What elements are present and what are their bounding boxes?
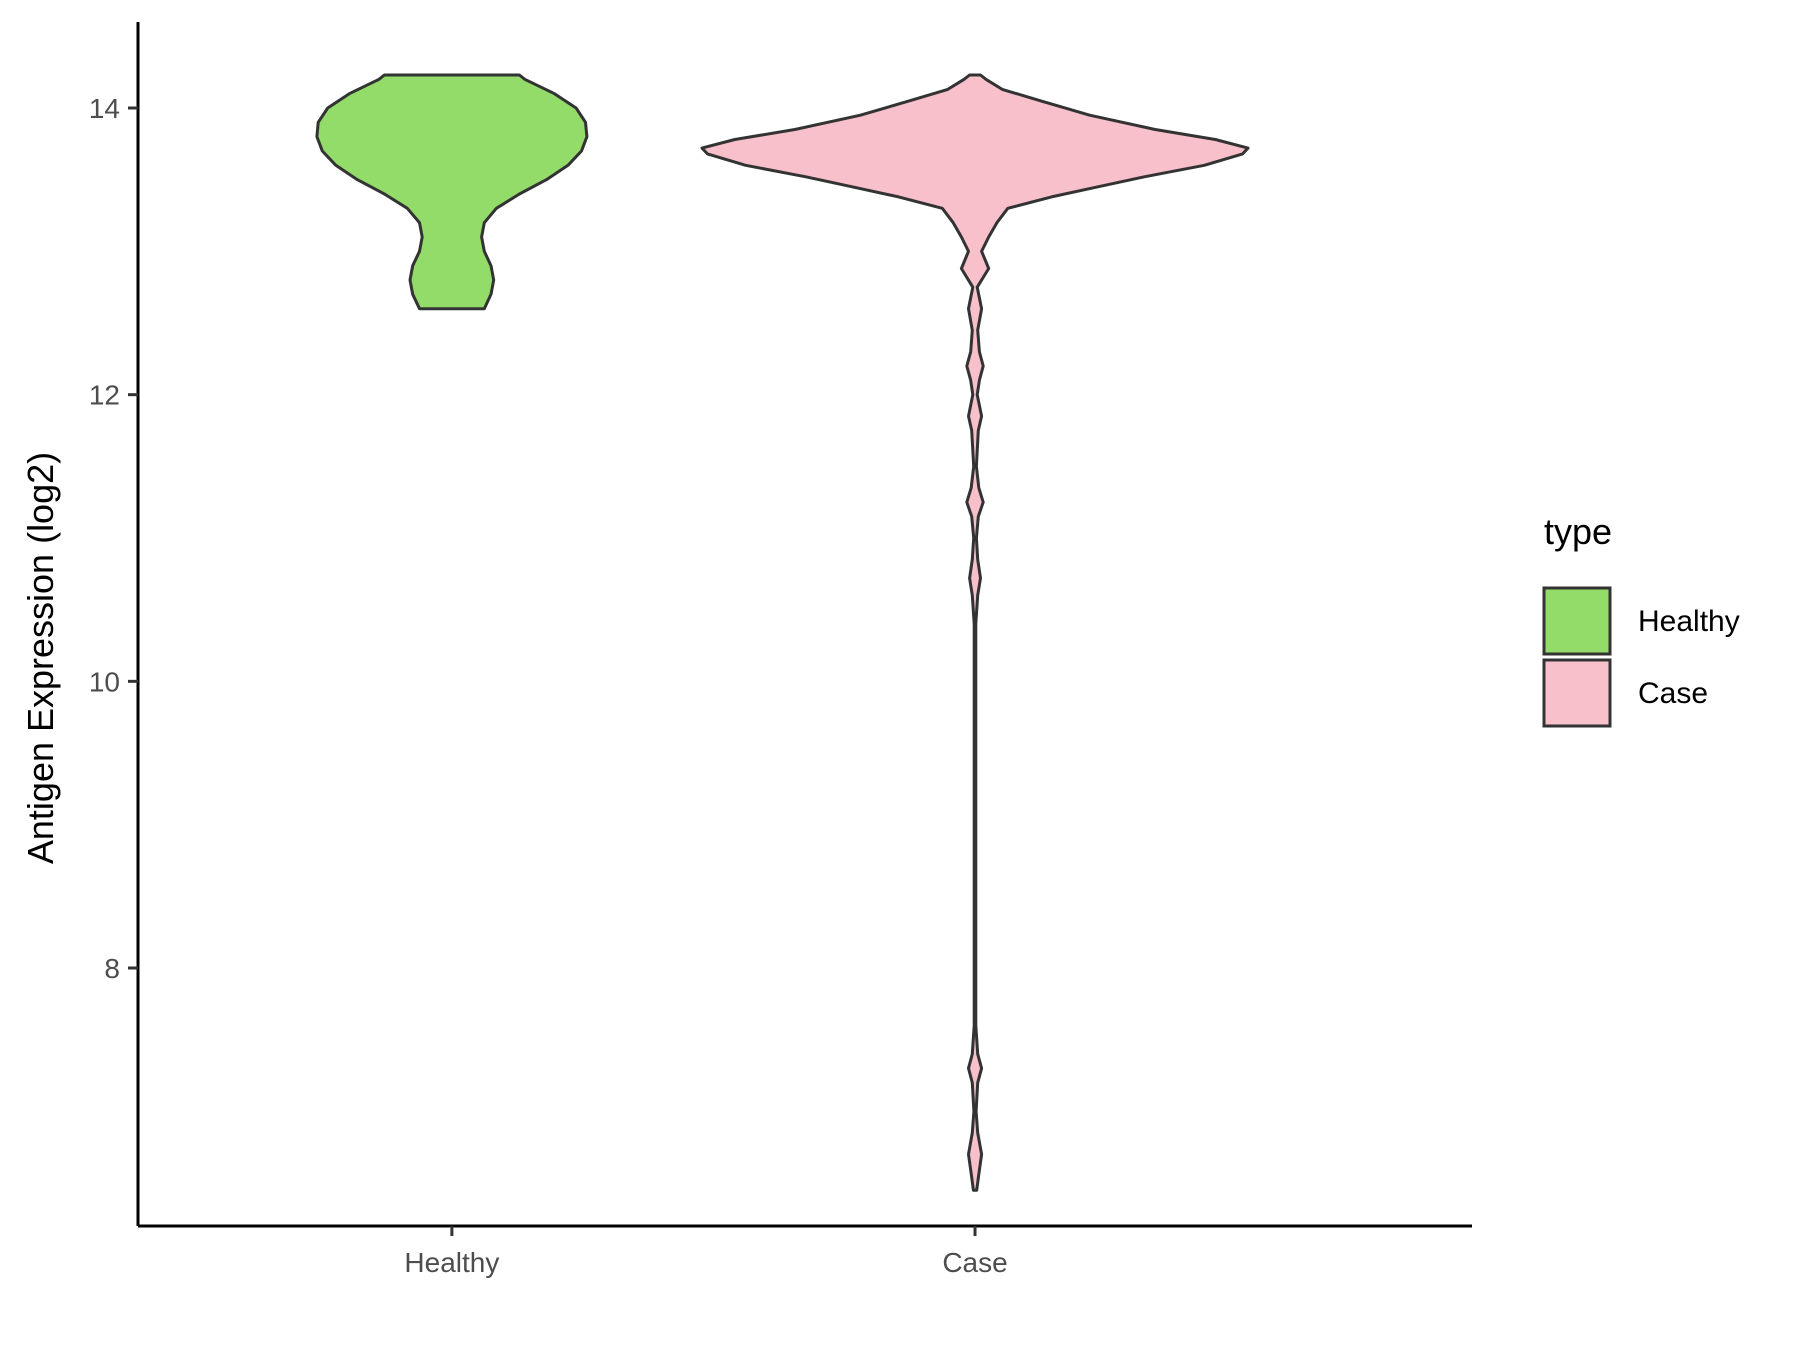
y-tick-label: 14	[89, 93, 120, 124]
y-axis-title: Antigen Expression (log2)	[20, 452, 61, 864]
legend-label: Case	[1638, 677, 1708, 710]
y-tick-label: 8	[104, 953, 120, 984]
x-tick-label: Healthy	[404, 1247, 499, 1278]
legend-label: Healthy	[1638, 605, 1740, 638]
axes: 8 10 12 14 Healthy Case	[89, 22, 1472, 1278]
legend: type Healthy Case	[1542, 511, 1740, 728]
y-tick-label: 12	[89, 380, 120, 411]
violin-group	[315, 73, 1250, 1192]
violin-healthy	[315, 73, 589, 311]
x-tick-label: Case	[942, 1247, 1007, 1278]
y-tick-label: 10	[89, 666, 120, 697]
legend-key-case	[1542, 658, 1612, 728]
violin-case	[700, 73, 1250, 1192]
legend-title: type	[1544, 511, 1612, 552]
legend-key-healthy	[1542, 586, 1612, 656]
